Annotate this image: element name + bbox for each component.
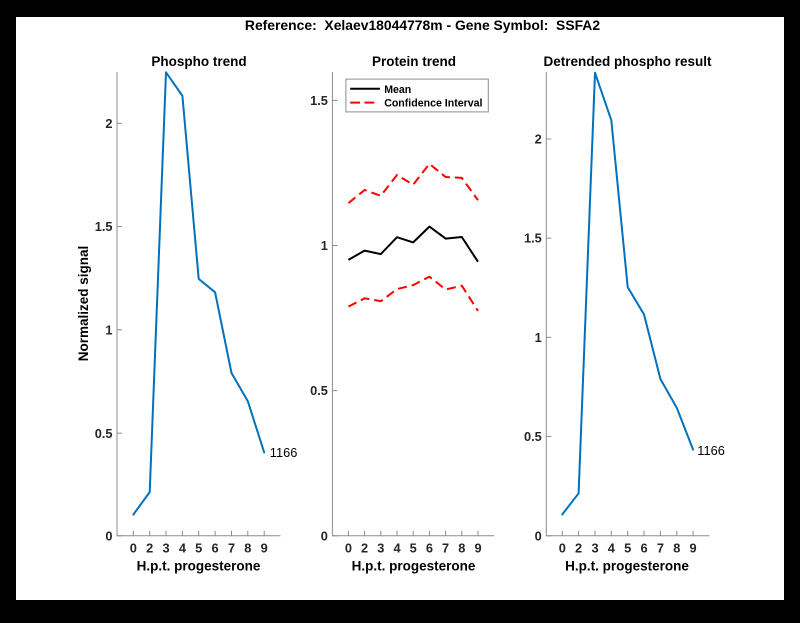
svg-text:0.5: 0.5: [95, 426, 113, 441]
svg-text:1166: 1166: [270, 445, 298, 460]
svg-text:8: 8: [673, 540, 680, 555]
svg-text:5: 5: [410, 540, 417, 555]
svg-text:H.p.t. progesterone: H.p.t. progesterone: [352, 559, 476, 574]
svg-text:Phospho trend: Phospho trend: [151, 54, 246, 69]
svg-text:0: 0: [130, 540, 137, 555]
svg-text:5: 5: [624, 540, 631, 555]
svg-text:2: 2: [105, 116, 112, 131]
svg-text:Detrended phospho result: Detrended phospho result: [543, 54, 712, 69]
svg-text:1: 1: [535, 330, 542, 345]
svg-text:4: 4: [179, 540, 187, 555]
svg-text:0: 0: [345, 540, 352, 555]
svg-text:Confidence Interval: Confidence Interval: [384, 98, 482, 110]
svg-text:9: 9: [690, 540, 697, 555]
svg-text:9: 9: [474, 540, 481, 555]
svg-text:H.p.t. progesterone: H.p.t. progesterone: [565, 559, 689, 574]
svg-text:9: 9: [261, 540, 268, 555]
svg-text:H.p.t. progesterone: H.p.t. progesterone: [137, 559, 261, 574]
svg-text:1166: 1166: [697, 443, 725, 458]
svg-text:0.5: 0.5: [310, 383, 328, 398]
svg-text:3: 3: [377, 540, 384, 555]
svg-text:1.5: 1.5: [524, 231, 542, 246]
svg-text:3: 3: [591, 540, 598, 555]
svg-text:6: 6: [212, 540, 219, 555]
svg-text:2: 2: [361, 540, 368, 555]
svg-text:6: 6: [426, 540, 433, 555]
svg-text:Mean: Mean: [384, 84, 411, 96]
svg-text:0.5: 0.5: [524, 429, 542, 444]
svg-text:4: 4: [608, 540, 616, 555]
svg-text:Reference: Xelaev18044778m -: Reference: Xelaev18044778m - Gene Symbol…: [245, 17, 600, 33]
svg-text:Protein trend: Protein trend: [372, 54, 456, 69]
svg-text:3: 3: [162, 540, 169, 555]
svg-text:0: 0: [105, 528, 112, 543]
svg-text:2: 2: [146, 540, 153, 555]
svg-text:Normalized signal: Normalized signal: [76, 246, 91, 362]
svg-text:7: 7: [657, 540, 664, 555]
svg-text:2: 2: [575, 540, 582, 555]
svg-text:0: 0: [321, 528, 328, 543]
svg-text:6: 6: [640, 540, 647, 555]
svg-text:0: 0: [535, 528, 542, 543]
svg-text:7: 7: [442, 540, 449, 555]
svg-text:8: 8: [458, 540, 465, 555]
svg-text:7: 7: [228, 540, 235, 555]
svg-text:2: 2: [535, 132, 542, 147]
svg-text:0: 0: [559, 540, 566, 555]
svg-text:1: 1: [105, 322, 112, 337]
svg-text:5: 5: [195, 540, 202, 555]
svg-text:8: 8: [244, 540, 251, 555]
svg-text:4: 4: [393, 540, 401, 555]
svg-text:1.5: 1.5: [95, 219, 113, 234]
svg-text:1.5: 1.5: [310, 93, 328, 108]
svg-text:1: 1: [321, 238, 328, 253]
